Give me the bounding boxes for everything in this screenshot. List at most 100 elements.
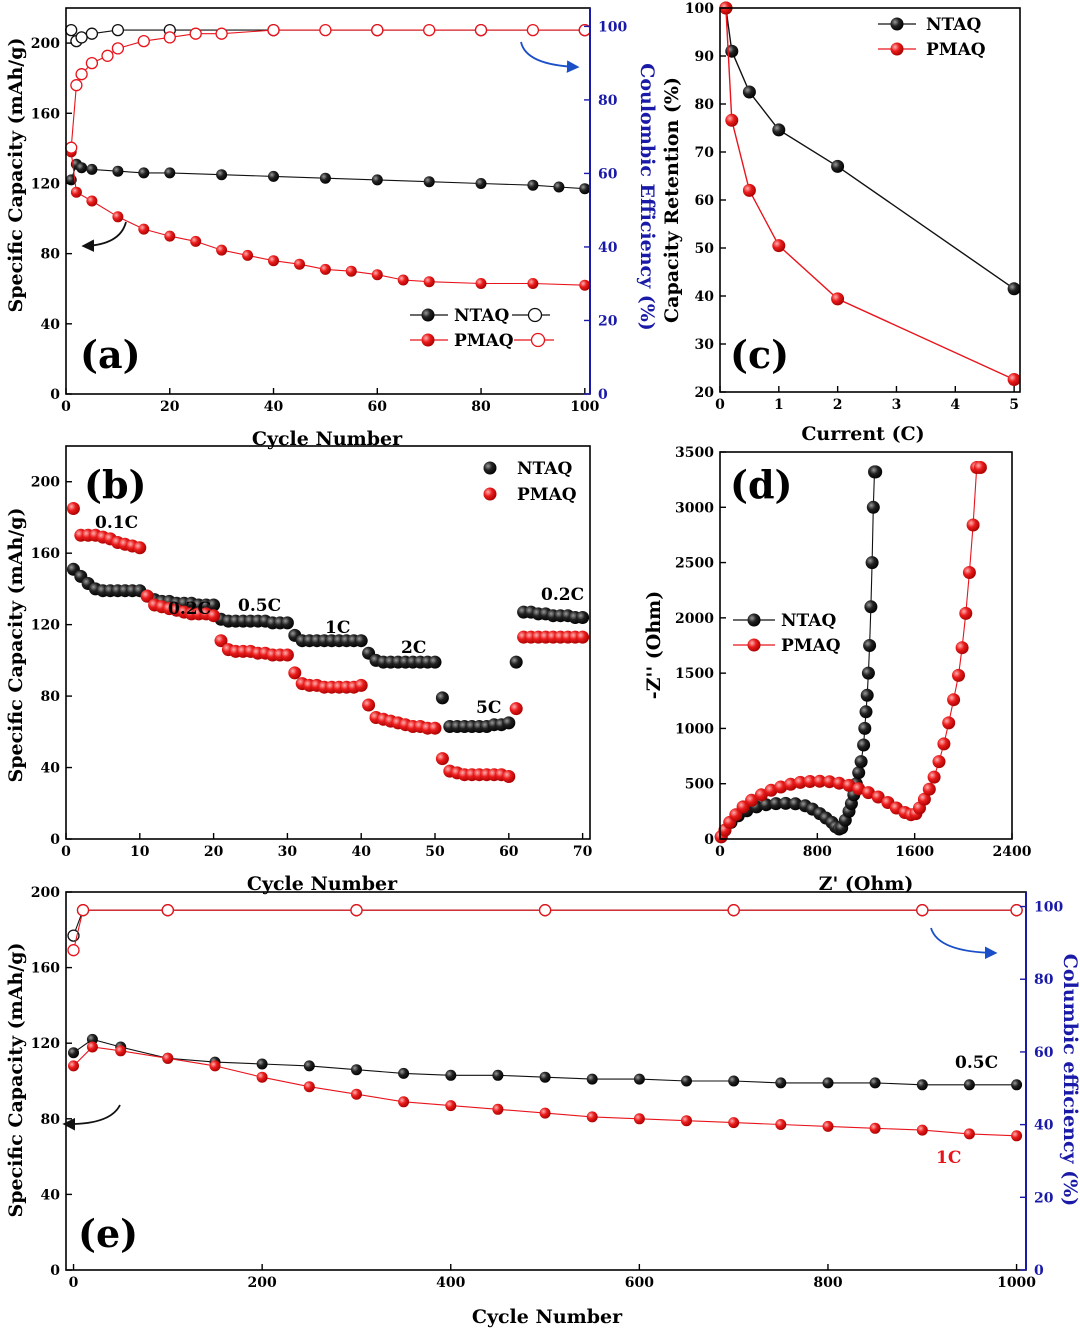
point-e-ntaq-0-5c-capacity (1011, 1079, 1023, 1091)
point-d-pmaq (774, 780, 788, 794)
x-tick-label-d: 2400 (993, 844, 1032, 860)
y-tick-label-b: 40 (41, 761, 61, 777)
panel-label-d: (d) (730, 462, 793, 507)
series-a-pmaq-efficiency (65, 23, 591, 154)
point-a-ntaq-capacity (112, 165, 124, 177)
point-e-pmaq-1c-capacity (86, 1041, 98, 1053)
point-e-pmaq-1c-capacity (963, 1128, 975, 1140)
point-e-pmaq-efficiency (350, 904, 363, 917)
point-a-pmaq-capacity (579, 279, 591, 291)
point-d-pmaq (959, 606, 973, 620)
point-b-ntaq (502, 716, 516, 730)
point-c-ntaq (742, 85, 756, 99)
y2-tick-label-e: 0 (1034, 1263, 1044, 1279)
point-c-ntaq (1007, 282, 1021, 296)
x-tick-label-a: 20 (160, 399, 180, 415)
point-a-ntaq-capacity (579, 183, 591, 195)
panel-b: 0 10 20 30 40 50 60 70 0 40 80 120 160 200 (b) Cycle … (5, 445, 593, 895)
point-a-pmaq-efficiency (474, 23, 488, 37)
series-line-c-ntaq (725, 7, 1015, 290)
point-e-ntaq-0-5c-capacity (869, 1077, 881, 1089)
point-a-pmaq-efficiency (423, 23, 436, 37)
point-e-pmaq-1c-capacity (209, 1060, 221, 1072)
point-a-pmaq-capacity (216, 244, 228, 256)
x-tick-label-e: 1000 (997, 1275, 1036, 1291)
x-axis-label-e: Cycle Number (472, 1306, 623, 1328)
point-b-pmaq (435, 752, 449, 766)
y-axis-label-b: Specific Capacity (mAh/g) (5, 508, 27, 783)
point-c-pmaq (831, 292, 845, 306)
legend-marker-pmaq (890, 42, 904, 56)
point-e-ntaq-0-5c-capacity (775, 1077, 787, 1089)
panel-label-b: (b) (84, 462, 147, 507)
point-a-ntaq-capacity (216, 169, 228, 181)
point-b-pmaq (66, 502, 80, 515)
x-axis-label-b: Cycle Number (247, 873, 398, 895)
point-e-pmaq-efficiency (538, 904, 552, 917)
y-axis-label-c: Capacity Retention (%) (661, 77, 683, 323)
point-d-pmaq (942, 716, 956, 730)
point-b-pmaq (428, 721, 442, 735)
point-c-pmaq (772, 239, 786, 253)
y-tick-label-b: 80 (41, 689, 61, 705)
point-a-pmaq-efficiency (319, 23, 332, 37)
rate-label-0.5C: 0.5C (238, 596, 281, 616)
x-tick-label-b: 40 (351, 844, 371, 860)
panel-d: 0 800 1600 2400 0 500 1000 1500 2000 2500 3000 3500… (643, 445, 1032, 895)
legend-label-pmaq: PMAQ (517, 485, 577, 505)
point-c-ntaq (772, 123, 786, 137)
point-a-pmaq-capacity (319, 263, 331, 275)
y-axis-label-a: Specific Capacity (mAh/g) (5, 38, 27, 313)
point-a-pmaq-efficiency (526, 23, 540, 37)
y-tick-label-c: 100 (685, 1, 714, 17)
x-tick-label-a: 40 (264, 399, 284, 415)
plot-frame-b (65, 445, 591, 840)
point-e-ntaq-0-5c-capacity (398, 1067, 410, 1079)
point-a-ntaq-capacity (86, 163, 98, 175)
point-e-pmaq-efficiency (161, 904, 174, 917)
panel-label-e: (e) (78, 1211, 138, 1256)
point-d-pmaq (803, 775, 817, 788)
y-tick-label-c: 40 (695, 289, 715, 305)
point-d-pmaq (784, 777, 798, 791)
point-a-ntaq-capacity (371, 174, 383, 186)
point-d-pmaq (745, 793, 759, 807)
point-a-pmaq-efficiency (111, 42, 125, 55)
panel-c: 0 1 2 3 4 5 20 30 40 50 60 70 80 90 100 (c) Current (C… (661, 1, 1021, 445)
y-tick-label-b: 120 (31, 618, 60, 634)
y2-tick-label-e: 60 (1034, 1045, 1054, 1061)
point-b-ntaq (207, 598, 221, 612)
legend-marker-ntaq (890, 17, 904, 31)
point-c-pmaq (1007, 373, 1021, 386)
point-a-ntaq-efficiency (75, 31, 88, 44)
point-b-ntaq (576, 611, 590, 624)
point-c-pmaq (742, 183, 756, 197)
y-tick-label-d: 3000 (675, 500, 714, 516)
y-tick-label-d: 2000 (675, 611, 714, 627)
x-tick-label-b: 50 (425, 844, 445, 860)
point-b-ntaq (280, 616, 294, 630)
legend-c: NTAQ PMAQ (878, 15, 986, 60)
point-c-pmaq (725, 113, 739, 127)
series-e-pmaq-efficiency (67, 904, 1023, 957)
y-tick-label-b: 160 (31, 546, 60, 562)
point-e-ntaq-0-5c-capacity (492, 1069, 504, 1081)
legend-a: NTAQ PMAQ (410, 305, 554, 351)
point-a-pmaq-capacity (294, 258, 305, 270)
point-b-pmaq (288, 666, 302, 680)
point-d-ntaq (865, 556, 879, 570)
point-b-pmaq (576, 630, 590, 644)
panel-label-a: (a) (80, 332, 141, 377)
x-tick-label-c: 3 (892, 397, 902, 413)
y-axis-label-d: -Z'' (Ohm) (643, 591, 665, 699)
point-a-pmaq-capacity (138, 223, 150, 235)
x-axis-label-c: Current (C) (801, 423, 924, 445)
point-e-ntaq-0-5c-capacity (728, 1075, 740, 1087)
point-b-pmaq (133, 541, 147, 555)
point-a-pmaq-efficiency (70, 79, 83, 92)
rate-label-0.5C: 0.5C (955, 1053, 998, 1073)
legend-label-pmaq: PMAQ (781, 636, 841, 656)
y-axis-label-e: Specific Capacity (mAh/g) (5, 943, 27, 1218)
point-b-ntaq (354, 634, 368, 648)
point-b-pmaq (362, 698, 376, 712)
